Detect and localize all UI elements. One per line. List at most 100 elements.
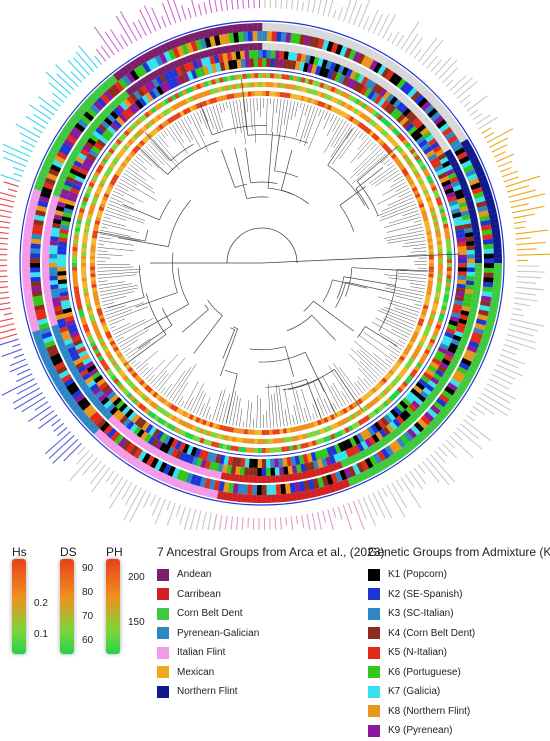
tree-branch [382,182,406,195]
tree-branch [293,415,295,425]
sample-label-mark [457,81,477,98]
ph-ring-segment [428,274,433,278]
sample-label-mark [111,29,124,49]
admixture-ring-segment [484,249,494,254]
tree-branch [105,306,126,313]
sample-label-mark [323,0,327,15]
ancestral-ring-segment [267,495,272,503]
ancestral-ring-segment [22,253,30,258]
sample-label-mark [0,339,19,346]
tree-branch [109,319,125,325]
tree-branch [97,254,122,255]
tree-branch [221,149,235,187]
ancestral-ring-segment [22,268,30,273]
tree-branch [357,380,366,391]
ancestral-ring-segment [271,476,276,483]
tree-arc [358,326,366,337]
sample-label-mark [492,145,507,152]
ph-ring-segment [280,92,284,97]
hs-ring-segment [73,239,78,244]
tree-branch [98,275,137,279]
sample-label-mark [500,168,511,172]
ph-gradient-bar [106,559,120,654]
sample-label-mark [0,203,13,207]
tree-branch [312,315,336,340]
ancestral-ring-segment [239,44,244,51]
tree-branch [285,409,288,426]
ancestral-ring-segment [277,23,283,31]
sample-label-mark [236,0,238,9]
admixture-ring-segment [30,272,40,277]
sample-label-mark [121,35,128,47]
hs-ring-segment [250,73,254,78]
tree-branch [118,238,168,247]
admixture-ring-segment [30,243,40,249]
sample-label-mark [514,303,530,306]
tree-branch [390,292,423,299]
sample-label-mark [353,501,364,529]
hs-ring-segment [446,239,451,244]
sample-label-mark [504,345,520,350]
sample-label-mark [0,271,7,272]
admixture-ring-segment [266,58,271,67]
sample-label-mark [188,8,191,18]
sample-label-mark [476,402,495,414]
admixture-ring-segment [257,31,262,41]
sample-label-mark [0,276,7,278]
ancestral-ring-segment [243,475,248,482]
ancestral-ring-segment [475,268,482,273]
admixture-ring-segment [247,485,252,495]
tree-branch [388,173,401,181]
ds-ring-segment [82,240,87,244]
tree-branch [352,268,408,271]
sample-label-mark [0,219,10,223]
hs-ring-segment [445,286,451,291]
tree-branch [253,98,255,143]
admixture-ring-segment [57,263,66,267]
sample-label-mark [438,447,447,456]
tree-branch [145,360,165,380]
hs-ring-segment [289,445,294,451]
ds-ring-segment [82,244,87,248]
admixture-ring-segment [275,467,280,475]
hs-ring-segment [447,267,452,271]
sample-label-mark [33,127,43,133]
sample-label-mark [323,511,326,523]
sample-label-mark [78,447,85,455]
ancestral-ring-segment [42,254,49,259]
ph-ring-segment [90,270,95,274]
admixture-ring-segment [30,248,40,253]
ancestral-ring-segment [252,23,257,31]
sample-label-mark [453,432,463,441]
sample-label-mark [482,128,492,134]
tree-branch [333,403,336,410]
ancestral-ring-segment [257,495,262,503]
tree-branch [100,234,141,241]
hs-ring-segment [246,73,250,78]
sample-label-mark [230,516,232,530]
tree-branch [304,108,318,146]
ph-scale-title: PH [106,545,123,559]
admixture-ring-segment [248,31,253,41]
tree-branch [143,367,153,377]
sample-label-mark [467,415,475,421]
ph-ring-segment [258,430,262,435]
admixture-ring-segment [271,31,276,41]
sample-label-mark [422,461,439,482]
hs-ring-segment [446,247,451,251]
ancestral-ring-segment [22,272,30,277]
hs-ring-segment [444,231,450,236]
tree-branch [126,170,153,189]
ds-ring-segment [277,83,281,88]
tree-branch [104,217,111,219]
tree-branch [358,142,374,160]
hs-ring-segment [72,255,77,259]
hs-ring-segment [446,243,451,247]
ph-ring-segment [428,249,433,253]
tree-branch [362,135,366,140]
tree-branch [135,293,177,308]
admixture-ring-segment [49,263,57,268]
tree-branch [408,227,423,230]
tree-branch [164,384,172,395]
ds-ring-segment [270,82,274,87]
